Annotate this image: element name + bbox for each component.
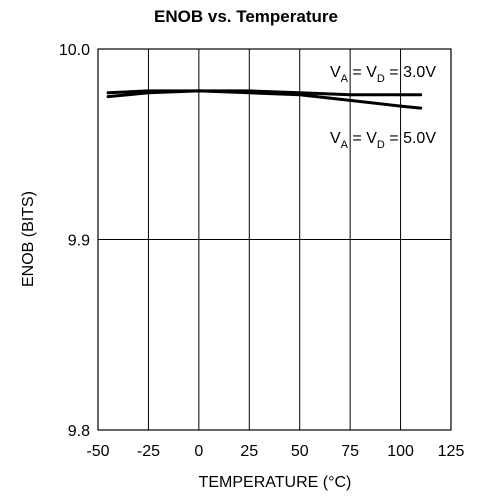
y-tick-label: 9.9 bbox=[68, 233, 90, 250]
x-tick-label: 75 bbox=[341, 443, 359, 460]
series-line-5v bbox=[106, 89, 423, 110]
chart-title: ENOB vs. Temperature bbox=[154, 7, 338, 26]
x-tick-label: -50 bbox=[86, 443, 109, 460]
series-annotations: VA = VD = 3.0V VA = VD = 5.0V bbox=[330, 64, 436, 151]
y-tick-label: 10.0 bbox=[59, 42, 90, 59]
x-tick-label: 100 bbox=[387, 443, 414, 460]
y-axis-label: ENOB (BITS) bbox=[20, 191, 37, 287]
y-tick-label: 9.8 bbox=[68, 423, 90, 440]
x-tick-label: -25 bbox=[137, 443, 160, 460]
series-annotation-5v: VA = VD = 5.0V bbox=[330, 130, 436, 151]
x-axis-label: TEMPERATURE (°C) bbox=[199, 474, 352, 491]
plot-frame bbox=[97, 48, 452, 431]
series-group bbox=[106, 89, 423, 110]
series-line-3v bbox=[106, 89, 423, 97]
x-tick-label: 0 bbox=[194, 443, 203, 460]
x-tick-label: 25 bbox=[240, 443, 258, 460]
x-tick-label: 125 bbox=[438, 443, 465, 460]
grid-lines bbox=[98, 49, 451, 430]
x-tick-label: 50 bbox=[291, 443, 309, 460]
series-annotation-3v: VA = VD = 3.0V bbox=[330, 64, 436, 85]
tick-labels: -50 -25 0 25 50 75 100 125 9.8 9.9 10.0 bbox=[59, 42, 465, 460]
